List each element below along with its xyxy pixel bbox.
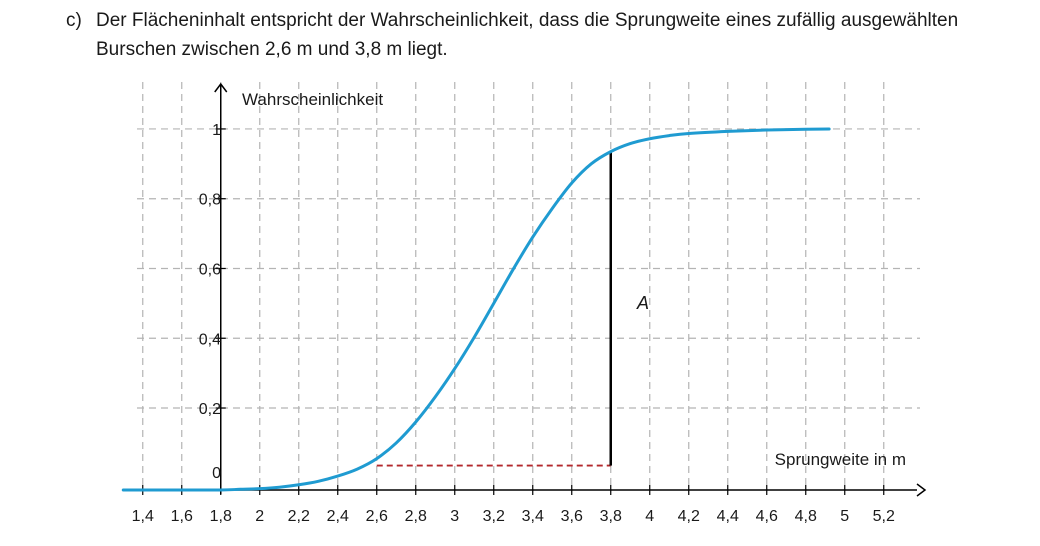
x-tick-label: 3,8	[600, 508, 622, 525]
x-tick-label: 3	[450, 508, 459, 525]
x-tick-label: 4,4	[717, 508, 739, 525]
x-tick-label: 2,6	[366, 508, 388, 525]
series-line	[121, 127, 831, 492]
y-tick-label: 0,8	[199, 192, 221, 209]
chart-axes	[133, 82, 927, 497]
y-tick-label: 0,6	[199, 261, 221, 278]
x-tick-label: 1,4	[132, 508, 154, 525]
chart-annotations	[376, 151, 612, 467]
x-tick-label: 2,4	[327, 508, 349, 525]
task-text: Der Flächeninhalt entspricht der Wahrsch…	[96, 10, 959, 60]
chart-ticks: 1,4 1,6 1,8 2 2,2 2,4 2,6 2,8 3 3,2 3,4 3,6 3,8 4 4,2 4…	[132, 122, 895, 525]
x-tick-label: 3,6	[561, 508, 583, 525]
y-tick-label: 0	[212, 465, 221, 482]
chart-grid	[137, 82, 920, 490]
y-tick-label: 0,4	[199, 331, 221, 348]
task-label: c)	[66, 10, 82, 31]
x-tick-label: 2	[255, 508, 264, 525]
y-tick-label: 0,2	[199, 401, 221, 418]
x-axis-arrow	[916, 483, 927, 497]
x-tick-label: 1,6	[171, 508, 193, 525]
x-tick-label: 1,8	[210, 508, 232, 525]
x-tick-label: 2,8	[405, 508, 427, 525]
x-tick-label: 3,4	[522, 508, 544, 525]
x-tick-label: 5,2	[873, 508, 895, 525]
x-tick-label: 2,2	[288, 508, 310, 525]
y-axis-label: Wahrscheinlichkeit	[242, 90, 383, 109]
area-label: A	[636, 293, 649, 313]
task-statement: c) Der Flächeninhalt entspricht der Wahr…	[66, 6, 1026, 64]
x-tick-label: 4	[645, 508, 654, 525]
x-tick-label: 5	[840, 508, 849, 525]
x-tick-label: 4,6	[756, 508, 778, 525]
x-tick-label: 4,2	[678, 508, 700, 525]
y-tick-label: 1	[212, 122, 221, 139]
y-axis-arrow	[214, 82, 228, 93]
x-tick-label: 3,2	[483, 508, 505, 525]
chart-series	[121, 127, 831, 492]
x-axis-label: Sprungweite in m	[775, 450, 906, 469]
x-tick-label: 4,8	[795, 508, 817, 525]
